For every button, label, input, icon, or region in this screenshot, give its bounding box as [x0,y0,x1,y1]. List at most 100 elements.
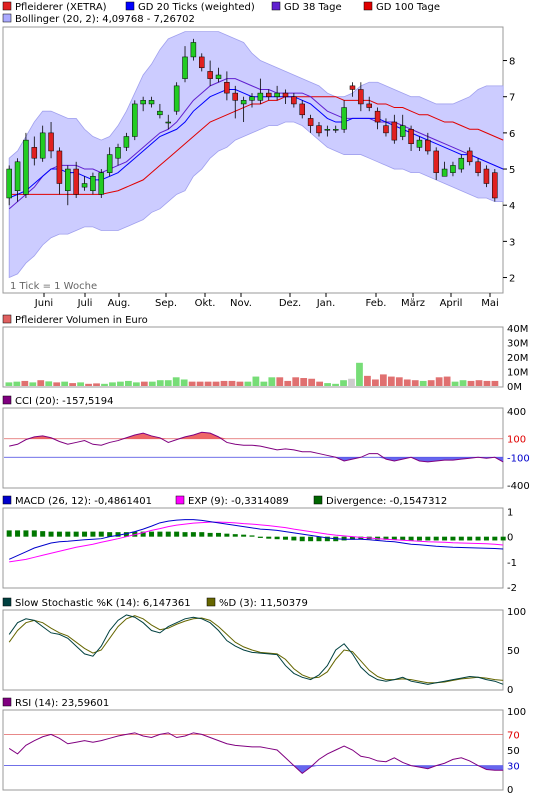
volume-bar [348,378,355,386]
macd-divergence-bar [433,536,439,541]
legend-swatch-macd [2,495,12,505]
candle [349,82,356,97]
macd-divergence-bar [15,530,21,537]
cci-line [9,431,504,463]
candle-body [257,92,264,101]
volume-bar [156,380,164,386]
price-tick-label: 2 [509,274,515,285]
macd-divergence-bar [65,531,71,537]
volume-bar [29,382,37,386]
candle-body [173,85,180,112]
candle-body [492,172,498,199]
volume-bar [379,374,387,386]
candle [215,67,222,83]
stoch-layer-tick-label: 100 [507,607,526,618]
candle-body [458,157,465,170]
rsi-line [8,732,504,775]
candle [123,132,130,151]
candle-body [282,92,289,97]
candle [433,147,439,180]
candle-body [199,56,205,69]
candle [291,93,297,108]
volume-bar [252,376,260,386]
stochastic-plot: 100 50 0 [8,607,526,696]
macd-line [8,519,504,560]
candle-body [425,139,431,152]
volume-bar [364,375,371,386]
volume-bar [164,380,172,386]
candle [408,125,414,151]
volume-bar [260,381,268,386]
legend-label-volume: Pfleiderer Volumen in Euro [15,315,148,326]
legend-label-gd38: GD 38 Tage [284,2,342,13]
macd-divergence-bar [450,536,456,541]
candle [374,107,381,130]
candle [81,176,88,191]
candle [148,96,155,108]
macd-divergence-bar [483,536,489,541]
legend-swatch-cci [2,395,12,405]
legend-swatch-stoch-k [2,597,12,607]
x-tick-label: Mai [481,298,499,309]
volume-bar [451,381,459,386]
candle [466,147,473,166]
rsi-legend: RSI (14): 23,59601 [2,697,109,709]
candle [90,172,96,195]
rsi-layer-tick-label: 30 [507,762,520,773]
candle [249,93,255,108]
volume-bar [101,383,108,386]
cci-layer-tick-label: 100 [507,435,526,446]
legend-swatch-gd20 [125,1,135,11]
macd-divergence-bar [182,532,188,537]
macd-divergence-bar [199,532,205,537]
macd-divergence-bar [241,534,247,537]
volume-bar [491,380,499,386]
volume-bar [459,380,467,386]
candle [115,143,121,166]
price-tick-label: 6 [509,129,515,140]
gd38-line [8,78,504,210]
volume-bar [204,381,212,386]
legend-label-gd100: GD 100 Tage [376,2,440,13]
macd-divergence-bar [82,531,88,537]
macd-divergence-bar [341,536,347,541]
volume-bar [268,377,276,386]
macd-divergence-bar [324,536,330,542]
volume-bar [284,380,292,386]
candle-body [207,71,213,79]
candle-body [6,168,12,199]
macd-divergence-bar [282,536,288,540]
candle-body [240,100,247,105]
candle-body [115,147,121,159]
volume-bar [411,380,419,386]
macd-divergence-bar [257,536,263,538]
candle-body [299,103,305,116]
macd-layer-tick-label: 1 [507,508,513,519]
gd100-line [9,96,504,195]
candle-body [466,150,473,163]
candle-body [274,92,280,97]
candle [73,161,79,198]
legend-label-cci: CCI (20): -157,5194 [15,396,114,407]
candle-body [232,92,239,101]
volume-bar [109,382,116,386]
volume-bar [372,379,379,386]
candle-body [374,110,381,123]
volume-bar [387,376,395,386]
candle-body [408,129,414,144]
candle [207,60,213,86]
macd-divergence-bar [190,532,196,537]
legend-swatch-gd100 [363,1,373,11]
candle-body [132,103,138,137]
volume-bar [324,383,331,386]
candle-body [416,139,423,148]
candle-body [23,139,29,195]
candle-body [215,74,222,79]
legend-swatch-volume [2,314,12,324]
candle [307,114,314,133]
x-tick-label: März [401,298,425,309]
macd-divergence-bar [400,536,406,541]
volume-bar [188,381,196,386]
volume-bar [467,380,475,386]
macd-divergence-bar [73,531,79,537]
